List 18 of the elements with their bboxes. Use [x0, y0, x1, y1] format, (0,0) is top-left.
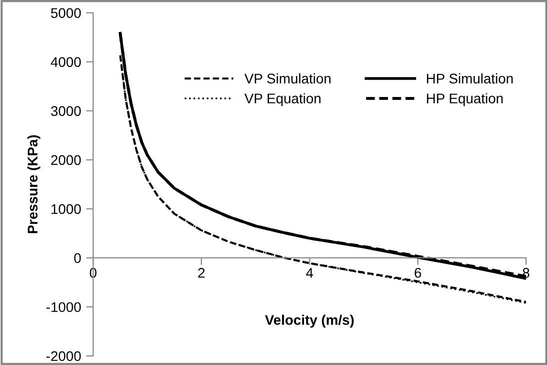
legend-label: VP Equation [244, 93, 320, 106]
x-tick-label: 0 [90, 268, 96, 278]
y-tick-label: -2000 [46, 351, 81, 362]
legend-label: VP Simulation [244, 73, 330, 84]
y-tick-label: 4000 [50, 57, 81, 67]
legend-label: HP Equation [426, 93, 503, 106]
x-tick-label: 6 [414, 268, 422, 278]
x-tick-label: 2 [198, 268, 205, 278]
y-tick-label: 2000 [51, 155, 81, 165]
y-tick-label: 5000 [51, 8, 81, 18]
y-axis-title: Pressure (KPa) [27, 135, 40, 234]
x-axis-title: Velocity (m/s) [264, 314, 354, 328]
y-tick-label: -1000 [46, 302, 81, 312]
legend-label: HP Simulation [426, 73, 513, 84]
x-tick-label: 4 [306, 268, 314, 278]
y-tick-label: 0 [74, 253, 81, 264]
y-tick-label: 1000 [52, 204, 81, 214]
y-tick-label: 3000 [50, 106, 81, 116]
